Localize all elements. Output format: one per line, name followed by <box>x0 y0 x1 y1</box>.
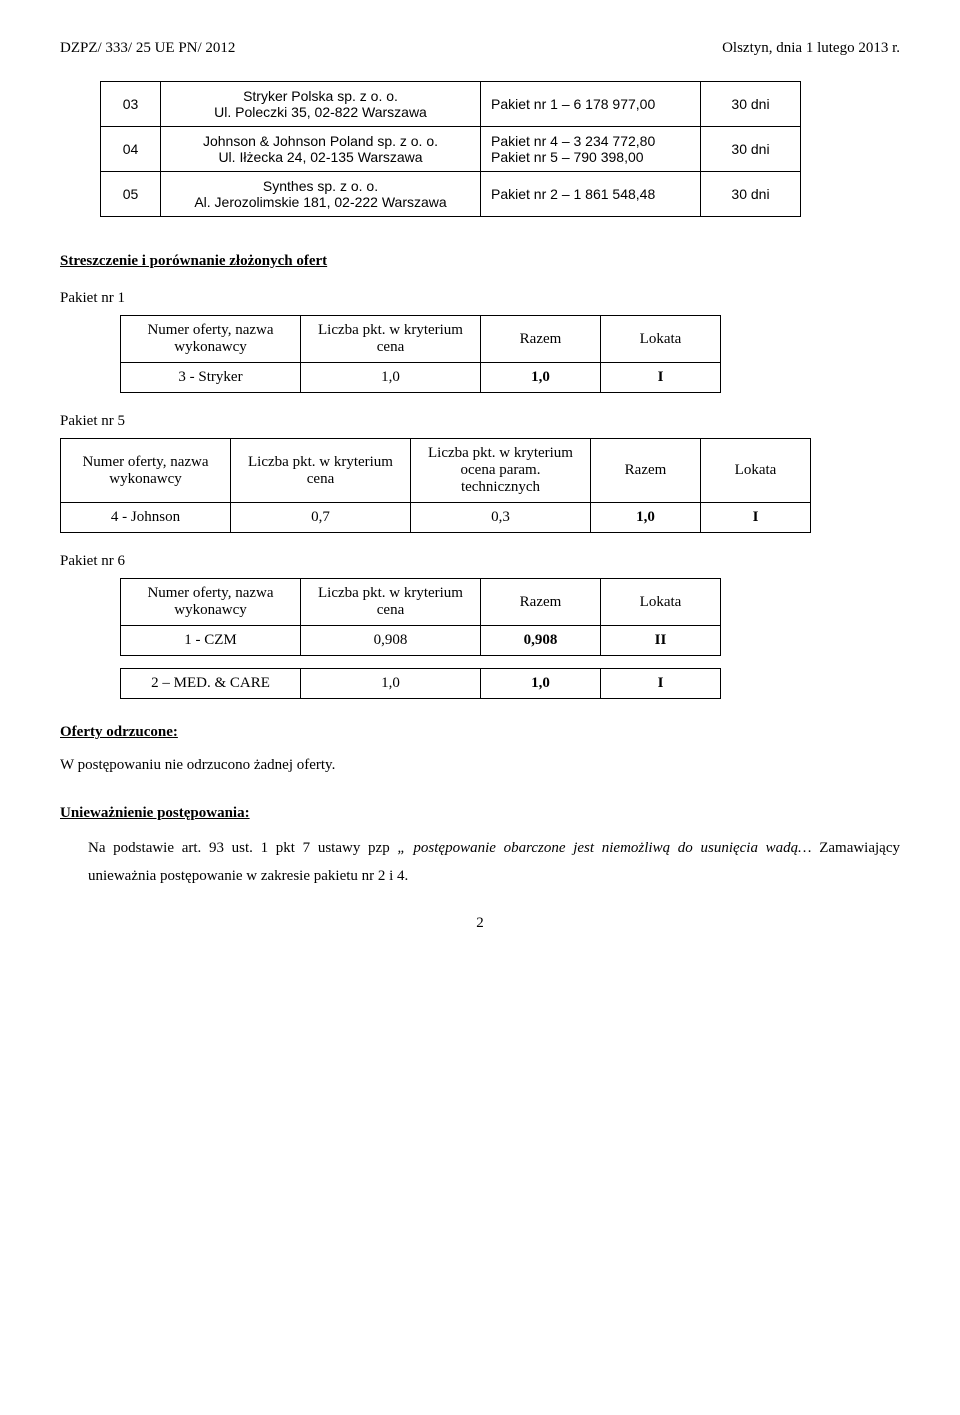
table-row: 04 Johnson & Johnson Poland sp. z o. o. … <box>101 127 801 172</box>
pakiet-5-table: Numer oferty, nazwa wykonawcy Liczba pkt… <box>60 438 811 533</box>
cell: 1 - CZM <box>121 626 301 656</box>
cell-val: Pakiet nr 4 – 3 234 772,80 Pakiet nr 5 –… <box>481 127 701 172</box>
rejected-title: Oferty odrzucone: <box>60 719 900 746</box>
bidder-addr: Ul. Poleczki 35, 02-822 Warszawa <box>171 104 470 120</box>
cell-days: 30 dni <box>701 82 801 127</box>
col-header: Razem <box>481 579 601 626</box>
bidder-addr: Al. Jerozolimskie 181, 02-222 Warszawa <box>171 194 470 210</box>
bidder-addr: Ul. Iłżecka 24, 02-135 Warszawa <box>171 149 470 165</box>
annul-pre: Na podstawie art. 93 ust. 1 pkt 7 ustawy… <box>88 840 397 856</box>
table-row: 4 - Johnson 0,7 0,3 1,0 I <box>61 503 811 533</box>
table-row: 05 Synthes sp. z o. o. Al. Jerozolimskie… <box>101 172 801 217</box>
table-header-row: Numer oferty, nazwa wykonawcy Liczba pkt… <box>121 316 721 363</box>
cell-name: Johnson & Johnson Poland sp. z o. o. Ul.… <box>161 127 481 172</box>
cell: 0,3 <box>411 503 591 533</box>
bidder-name: Stryker Polska sp. z o. o. <box>171 88 470 104</box>
table-header-row: Numer oferty, nazwa wykonawcy Liczba pkt… <box>121 579 721 626</box>
bidder-name: Synthes sp. z o. o. <box>171 178 470 194</box>
col-header: Numer oferty, nazwa wykonawcy <box>61 439 231 503</box>
section-summary-title: Streszczenie i porównanie złożonych ofer… <box>60 253 900 270</box>
cell: 1,0 <box>301 363 481 393</box>
col-header: Lokata <box>701 439 811 503</box>
pakiet-6-label: Pakiet nr 6 <box>60 553 900 570</box>
annul-quote: „ postępowanie obarczone jest niemożliwą… <box>397 840 811 856</box>
col-header: Liczba pkt. w kryterium cena <box>231 439 411 503</box>
annul-body: Na podstawie art. 93 ust. 1 pkt 7 ustawy… <box>60 834 900 891</box>
col-header: Lokata <box>601 316 721 363</box>
pakiet-6-table-2: 2 – MED. & CARE 1,0 1,0 I <box>120 668 721 699</box>
cell: 0,908 <box>301 626 481 656</box>
cell: I <box>601 363 721 393</box>
cell: 1,0 <box>481 669 601 699</box>
cell: 1,0 <box>481 363 601 393</box>
page-header: DZPZ/ 333/ 25 UE PN/ 2012 Olsztyn, dnia … <box>60 40 900 57</box>
annulment-section: Unieważnienie postępowania: Na podstawie… <box>60 799 900 891</box>
cell-name: Synthes sp. z o. o. Al. Jerozolimskie 18… <box>161 172 481 217</box>
col-header: Razem <box>481 316 601 363</box>
rejected-section: Oferty odrzucone: W postępowaniu nie odr… <box>60 719 900 779</box>
cell: 2 – MED. & CARE <box>121 669 301 699</box>
table-row: 2 – MED. & CARE 1,0 1,0 I <box>121 669 721 699</box>
cell: 4 - Johnson <box>61 503 231 533</box>
header-left: DZPZ/ 333/ 25 UE PN/ 2012 <box>60 40 235 57</box>
col-header-text: Liczba pkt. w kryterium cena <box>318 322 463 355</box>
cell: 0,908 <box>481 626 601 656</box>
pakiet-1-table: Numer oferty, nazwa wykonawcy Liczba pkt… <box>120 315 721 393</box>
col-header: Liczba pkt. w kryterium cena <box>301 316 481 363</box>
col-header: Lokata <box>601 579 721 626</box>
header-right: Olsztyn, dnia 1 lutego 2013 r. <box>722 40 900 57</box>
cell-val: Pakiet nr 1 – 6 178 977,00 <box>481 82 701 127</box>
col-header: Numer oferty, nazwa wykonawcy <box>121 316 301 363</box>
table-row: 1 - CZM 0,908 0,908 II <box>121 626 721 656</box>
cell: 1,0 <box>301 669 481 699</box>
pakiet-6-table: Numer oferty, nazwa wykonawcy Liczba pkt… <box>120 578 721 656</box>
cell: 3 - Stryker <box>121 363 301 393</box>
pakiet-1-label: Pakiet nr 1 <box>60 290 900 307</box>
bidders-table: 03 Stryker Polska sp. z o. o. Ul. Polecz… <box>100 81 801 217</box>
cell-num: 04 <box>101 127 161 172</box>
col-header: Numer oferty, nazwa wykonawcy <box>121 579 301 626</box>
table-row: 3 - Stryker 1,0 1,0 I <box>121 363 721 393</box>
cell: I <box>601 669 721 699</box>
rejected-text: W postępowaniu nie odrzucono żadnej ofer… <box>60 752 900 779</box>
page-number: 2 <box>60 915 900 932</box>
col-header: Liczba pkt. w kryterium ocena param. tec… <box>411 439 591 503</box>
cell-days: 30 dni <box>701 127 801 172</box>
table-header-row: Numer oferty, nazwa wykonawcy Liczba pkt… <box>61 439 811 503</box>
col-header: Razem <box>591 439 701 503</box>
table-row: 03 Stryker Polska sp. z o. o. Ul. Polecz… <box>101 82 801 127</box>
cell: 1,0 <box>591 503 701 533</box>
cell-days: 30 dni <box>701 172 801 217</box>
cell: I <box>701 503 811 533</box>
col-header: Liczba pkt. w kryterium cena <box>301 579 481 626</box>
cell-num: 05 <box>101 172 161 217</box>
bidder-name: Johnson & Johnson Poland sp. z o. o. <box>171 133 470 149</box>
cell-num: 03 <box>101 82 161 127</box>
cell: II <box>601 626 721 656</box>
cell-val: Pakiet nr 2 – 1 861 548,48 <box>481 172 701 217</box>
annul-title: Unieważnienie postępowania: <box>60 799 900 828</box>
cell: 0,7 <box>231 503 411 533</box>
cell-name: Stryker Polska sp. z o. o. Ul. Poleczki … <box>161 82 481 127</box>
pakiet-5-label: Pakiet nr 5 <box>60 413 900 430</box>
